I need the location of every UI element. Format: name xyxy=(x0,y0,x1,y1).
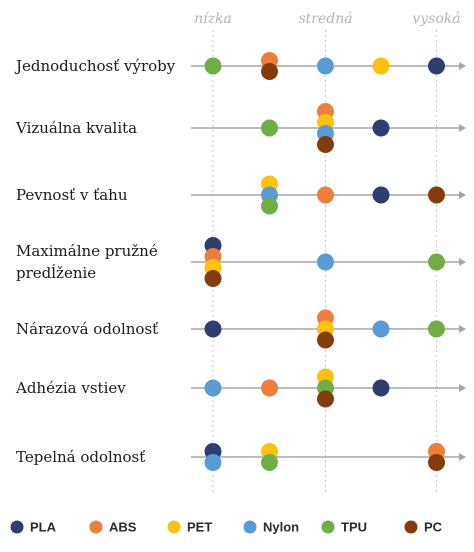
row-axis-arrow xyxy=(459,453,466,461)
category-label: Pevnosť v ťahu xyxy=(16,186,128,204)
marker-pc-row-6 xyxy=(428,454,445,471)
row-axis-arrow xyxy=(459,62,466,70)
legend-marker-abs xyxy=(89,520,103,534)
marker-tpu-row-2 xyxy=(261,197,278,215)
legend-label-nylon: Nylon xyxy=(263,520,299,535)
category-label: Nárazová odolnosť xyxy=(16,320,158,338)
row-axis-arrow xyxy=(459,325,466,333)
legend-marker-nylon xyxy=(243,520,257,534)
marker-nylon-row-0 xyxy=(317,57,334,75)
legend-marker-tpu xyxy=(321,520,335,534)
marker-tpu-row-1 xyxy=(261,119,278,137)
legend-label-pc: PC xyxy=(424,520,443,535)
legend-label-abs: ABS xyxy=(109,520,137,535)
marker-pla-row-5 xyxy=(372,379,390,397)
marker-pla-row-4 xyxy=(204,320,222,338)
legend-marker-pet xyxy=(167,520,181,534)
legend-marker-pla xyxy=(10,520,24,534)
row-axis-arrow xyxy=(459,384,466,392)
legend-label-pla: PLA xyxy=(30,520,57,535)
row-axis-arrow xyxy=(459,258,466,266)
marker-abs-row-5 xyxy=(261,379,278,397)
scale-label-1: stredná xyxy=(298,11,352,27)
scale-label-0: nízka xyxy=(194,11,232,27)
category-label: Tepelná odolnosť xyxy=(16,448,145,466)
marker-pc-row-5 xyxy=(317,390,334,408)
marker-tpu-row-4 xyxy=(428,320,445,338)
marker-nylon-row-3 xyxy=(317,253,334,271)
marker-pla-row-2 xyxy=(372,186,390,204)
marker-tpu-row-0 xyxy=(204,57,222,75)
category-label: Adhézia vstiev xyxy=(15,379,126,397)
marker-tpu-row-6 xyxy=(261,454,278,471)
legend-label-tpu: TPU xyxy=(341,520,367,535)
marker-pla-row-1 xyxy=(372,119,390,137)
marker-pet-row-0 xyxy=(372,57,390,75)
marker-pla-row-0 xyxy=(428,57,445,75)
legend-label-pet: PET xyxy=(187,520,212,535)
marker-pc-row-2 xyxy=(428,186,445,204)
marker-pc-row-4 xyxy=(317,331,334,349)
category-label: Jednoduchosť výroby xyxy=(14,57,176,75)
marker-pc-row-1 xyxy=(317,136,334,153)
row-axis-arrow xyxy=(459,191,466,199)
legend-marker-pc xyxy=(404,520,418,534)
category-label: Vizuálna kvalita xyxy=(15,119,137,137)
marker-nylon-row-4 xyxy=(372,320,390,338)
marker-tpu-row-3 xyxy=(428,253,445,271)
marker-pc-row-3 xyxy=(204,270,222,287)
category-label: Maximálne pružné predĺženie xyxy=(16,242,158,282)
row-axis-arrow xyxy=(459,124,466,132)
marker-pc-row-0 xyxy=(261,63,278,80)
marker-nylon-row-5 xyxy=(204,379,222,397)
marker-nylon-row-6 xyxy=(204,454,222,471)
marker-abs-row-2 xyxy=(317,186,334,204)
scale-label-2: vysoká xyxy=(412,11,460,27)
